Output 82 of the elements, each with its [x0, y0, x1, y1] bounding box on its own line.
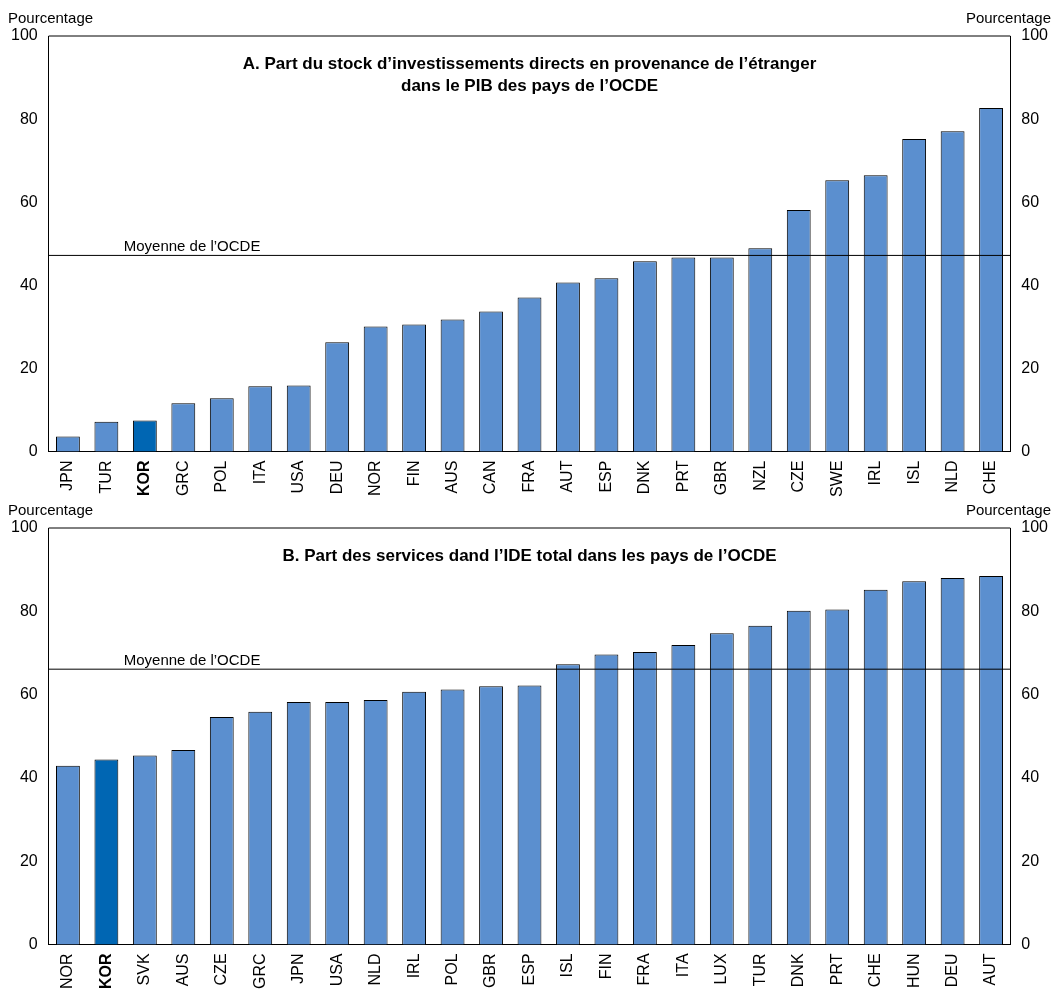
x-tick-label: GRC — [173, 460, 191, 497]
y2-tick-label: 80 — [1021, 601, 1040, 619]
y-tick-label: 0 — [28, 934, 38, 952]
y-tick-label: 60 — [19, 684, 38, 702]
y-tick-label: 80 — [19, 601, 38, 619]
x-tick-label: AUS — [442, 460, 460, 494]
x-tick-label: CHE — [866, 953, 884, 988]
y2-tick-label: 20 — [1021, 358, 1040, 376]
x-tick-label: GBR — [712, 460, 730, 496]
y2-axis-title: Pourcentage — [965, 500, 1051, 518]
x-tick-label: ITA — [673, 953, 691, 978]
y-tick-label: 0 — [28, 441, 38, 459]
y2-tick-label: 60 — [1021, 684, 1040, 702]
x-tick-label: ESP — [596, 460, 614, 493]
y-tick-label: 80 — [19, 109, 38, 127]
y-tick-label: 100 — [10, 26, 38, 44]
x-tick-label: FRA — [519, 460, 537, 493]
x-tick-label: IRL — [866, 460, 884, 486]
x-tick-label: ITA — [250, 460, 268, 485]
x-tick-label: NLD — [366, 953, 384, 986]
x-tick-label: CZE — [789, 460, 807, 493]
x-tick-label: TUR — [750, 953, 768, 987]
x-tick-label: DNK — [635, 460, 653, 495]
x-tick-label: POL — [442, 953, 460, 986]
y2-tick-label: 100 — [1021, 518, 1049, 536]
x-tick-label: NOR — [58, 953, 76, 990]
x-tick-label: LUX — [712, 953, 730, 985]
x-tick-label: CZE — [212, 953, 230, 986]
y-axis-title: Pourcentage — [8, 500, 94, 518]
text: A. Part du stock d’investissements directs en provenance de l’étranger dans le PIB des pays de l’OCDE — [242, 54, 817, 96]
x-tick-label: TUR — [96, 460, 114, 494]
x-tick-label: ISL — [558, 953, 576, 978]
x-tick-label: IRL — [404, 953, 422, 979]
x-tick-label: AUT — [558, 460, 576, 493]
y2-axis-title: Pourcentage — [965, 8, 1051, 26]
x-tick-label: JPN — [58, 460, 76, 491]
ref-line-label: Moyenne de l’OCDE — [123, 237, 261, 255]
x-tick-label: AUT — [981, 953, 999, 986]
x-tick-label: FRA — [635, 953, 653, 986]
text: B. Part des services dand l’IDE total dans les pays de l’OCDE — [282, 546, 777, 566]
x-tick-label: SWE — [827, 460, 845, 498]
y2-tick-label: 0 — [1021, 934, 1031, 952]
y-tick-label: 20 — [19, 851, 38, 869]
x-tick-label: DEU — [943, 953, 961, 988]
x-tick-label: FIN — [596, 953, 614, 980]
x-tick-label: USA — [289, 460, 307, 494]
y-tick-label: 40 — [19, 275, 38, 293]
y2-tick-label: 0 — [1021, 441, 1031, 459]
y2-tick-label: 80 — [1021, 109, 1040, 127]
x-tick-label: USA — [327, 953, 345, 987]
x-tick-label: GBR — [481, 953, 499, 989]
x-tick-label: CHE — [981, 460, 999, 495]
y-tick-label: 20 — [19, 358, 38, 376]
x-tick-label: DEU — [327, 460, 345, 495]
x-tick-label: NZL — [750, 460, 768, 491]
x-tick-label: SVK — [135, 953, 153, 986]
x-tick-label: NOR — [366, 460, 384, 497]
y2-tick-label: 20 — [1021, 851, 1040, 869]
x-tick-label: FIN — [404, 460, 422, 487]
x-tick-label: HUN — [904, 953, 922, 989]
x-tick-label: AUS — [173, 953, 191, 987]
x-tick-label: KOR — [135, 460, 153, 497]
x-tick-label: JPN — [289, 953, 307, 984]
x-tick-label: NLD — [943, 460, 961, 493]
x-tick-label: GRC — [250, 953, 268, 990]
y-tick-label: 100 — [10, 518, 38, 536]
y2-tick-label: 40 — [1021, 275, 1040, 293]
y-tick-label: 40 — [19, 768, 38, 786]
x-tick-label: PRT — [827, 953, 845, 986]
y2-tick-label: 100 — [1021, 26, 1049, 44]
y2-tick-label: 40 — [1021, 768, 1040, 786]
ref-line-label: Moyenne de l’OCDE — [123, 650, 261, 668]
y2-tick-label: 60 — [1021, 192, 1040, 210]
y-tick-label: 60 — [19, 192, 38, 210]
x-tick-label: ESP — [519, 953, 537, 986]
x-tick-label: PRT — [673, 460, 691, 493]
y-axis-title: Pourcentage — [8, 8, 94, 26]
x-tick-label: POL — [212, 460, 230, 493]
x-tick-label: KOR — [96, 953, 114, 990]
x-tick-label: CAN — [481, 460, 499, 495]
x-tick-label: DNK — [789, 953, 807, 988]
x-tick-label: ISL — [904, 460, 922, 485]
